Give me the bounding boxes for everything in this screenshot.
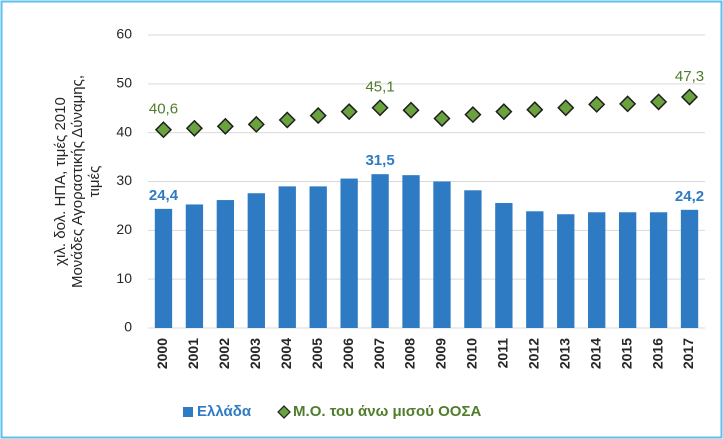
y-tick-label: 0 [124,319,132,335]
x-tick-label: 2014 [587,338,603,369]
marker [216,117,234,135]
y-tick-label: 60 [116,26,132,42]
data-label: 24,4 [149,187,179,204]
marker [247,115,265,133]
y-axis-label: χιλ. δολ. ΗΠΑ, τιμές 2010 [52,97,69,266]
x-tick-label: 2010 [464,338,480,369]
data-label: 47,3 [675,68,704,85]
marker [650,93,668,111]
data-label: 45,1 [365,79,394,96]
x-tick-label: 2001 [185,338,201,369]
bar [278,186,296,328]
marker [278,111,296,129]
bar [185,204,204,328]
legend-label: Ελλάδα [197,403,252,420]
marker [340,103,358,121]
x-tick-label: 2004 [278,338,294,369]
x-tick-label: 2015 [618,338,634,369]
bar [402,175,420,328]
x-tick-label: 2009 [433,338,449,369]
marker [495,103,513,121]
bar [216,200,235,328]
bar [526,211,544,328]
x-tick-label: 2011 [495,338,511,369]
bar [247,193,265,328]
bar [371,174,389,328]
data-label: 40,6 [149,101,178,118]
y-tick-label: 30 [116,172,132,188]
marker [309,107,327,125]
y-tick-label: 20 [116,221,132,237]
x-tick-label: 2002 [216,338,232,369]
marker [588,95,606,113]
marker [433,109,451,128]
x-tick-label: 2016 [649,338,665,369]
x-tick-label: 2006 [340,338,356,369]
marker [154,121,173,139]
data-label: 24,2 [675,188,704,205]
bar [618,212,637,328]
bar [557,214,575,328]
bar [464,190,482,328]
x-tick-label: 2005 [309,338,325,369]
y-tick-label: 50 [116,75,132,91]
bar [680,209,699,328]
bar [588,212,606,328]
x-tick-label: 2008 [402,338,418,369]
marker [185,119,203,137]
x-tick-label: 2000 [154,338,170,369]
data-label: 31,5 [365,152,394,169]
marker [680,88,699,106]
marker [402,101,420,119]
bar [309,186,327,328]
bar [154,208,173,328]
x-tick-label: 2003 [247,338,263,369]
x-tick-label: 2012 [526,338,542,369]
x-tick-label: 2007 [371,338,387,369]
marker [619,95,637,113]
bar [495,202,513,328]
x-tick-label: 2013 [556,338,572,369]
marker [464,106,482,124]
bar [433,181,451,328]
y-tick-label: 10 [116,270,132,286]
legend-swatch [277,405,291,419]
bar [649,212,668,328]
bar [340,178,358,328]
marker [526,101,544,119]
y-tick-label: 40 [116,123,132,139]
legend-label: Μ.Ο. του άνω μισού ΟΟΣΑ [293,403,481,420]
marker [557,99,575,117]
marker [371,99,389,117]
x-tick-label: 2017 [680,338,696,369]
y-axis-label: τιμές [86,166,103,198]
y-axis-label: Μονάδες Αγοραστικής Δύναμης, [69,75,86,288]
legend-swatch [183,407,193,417]
